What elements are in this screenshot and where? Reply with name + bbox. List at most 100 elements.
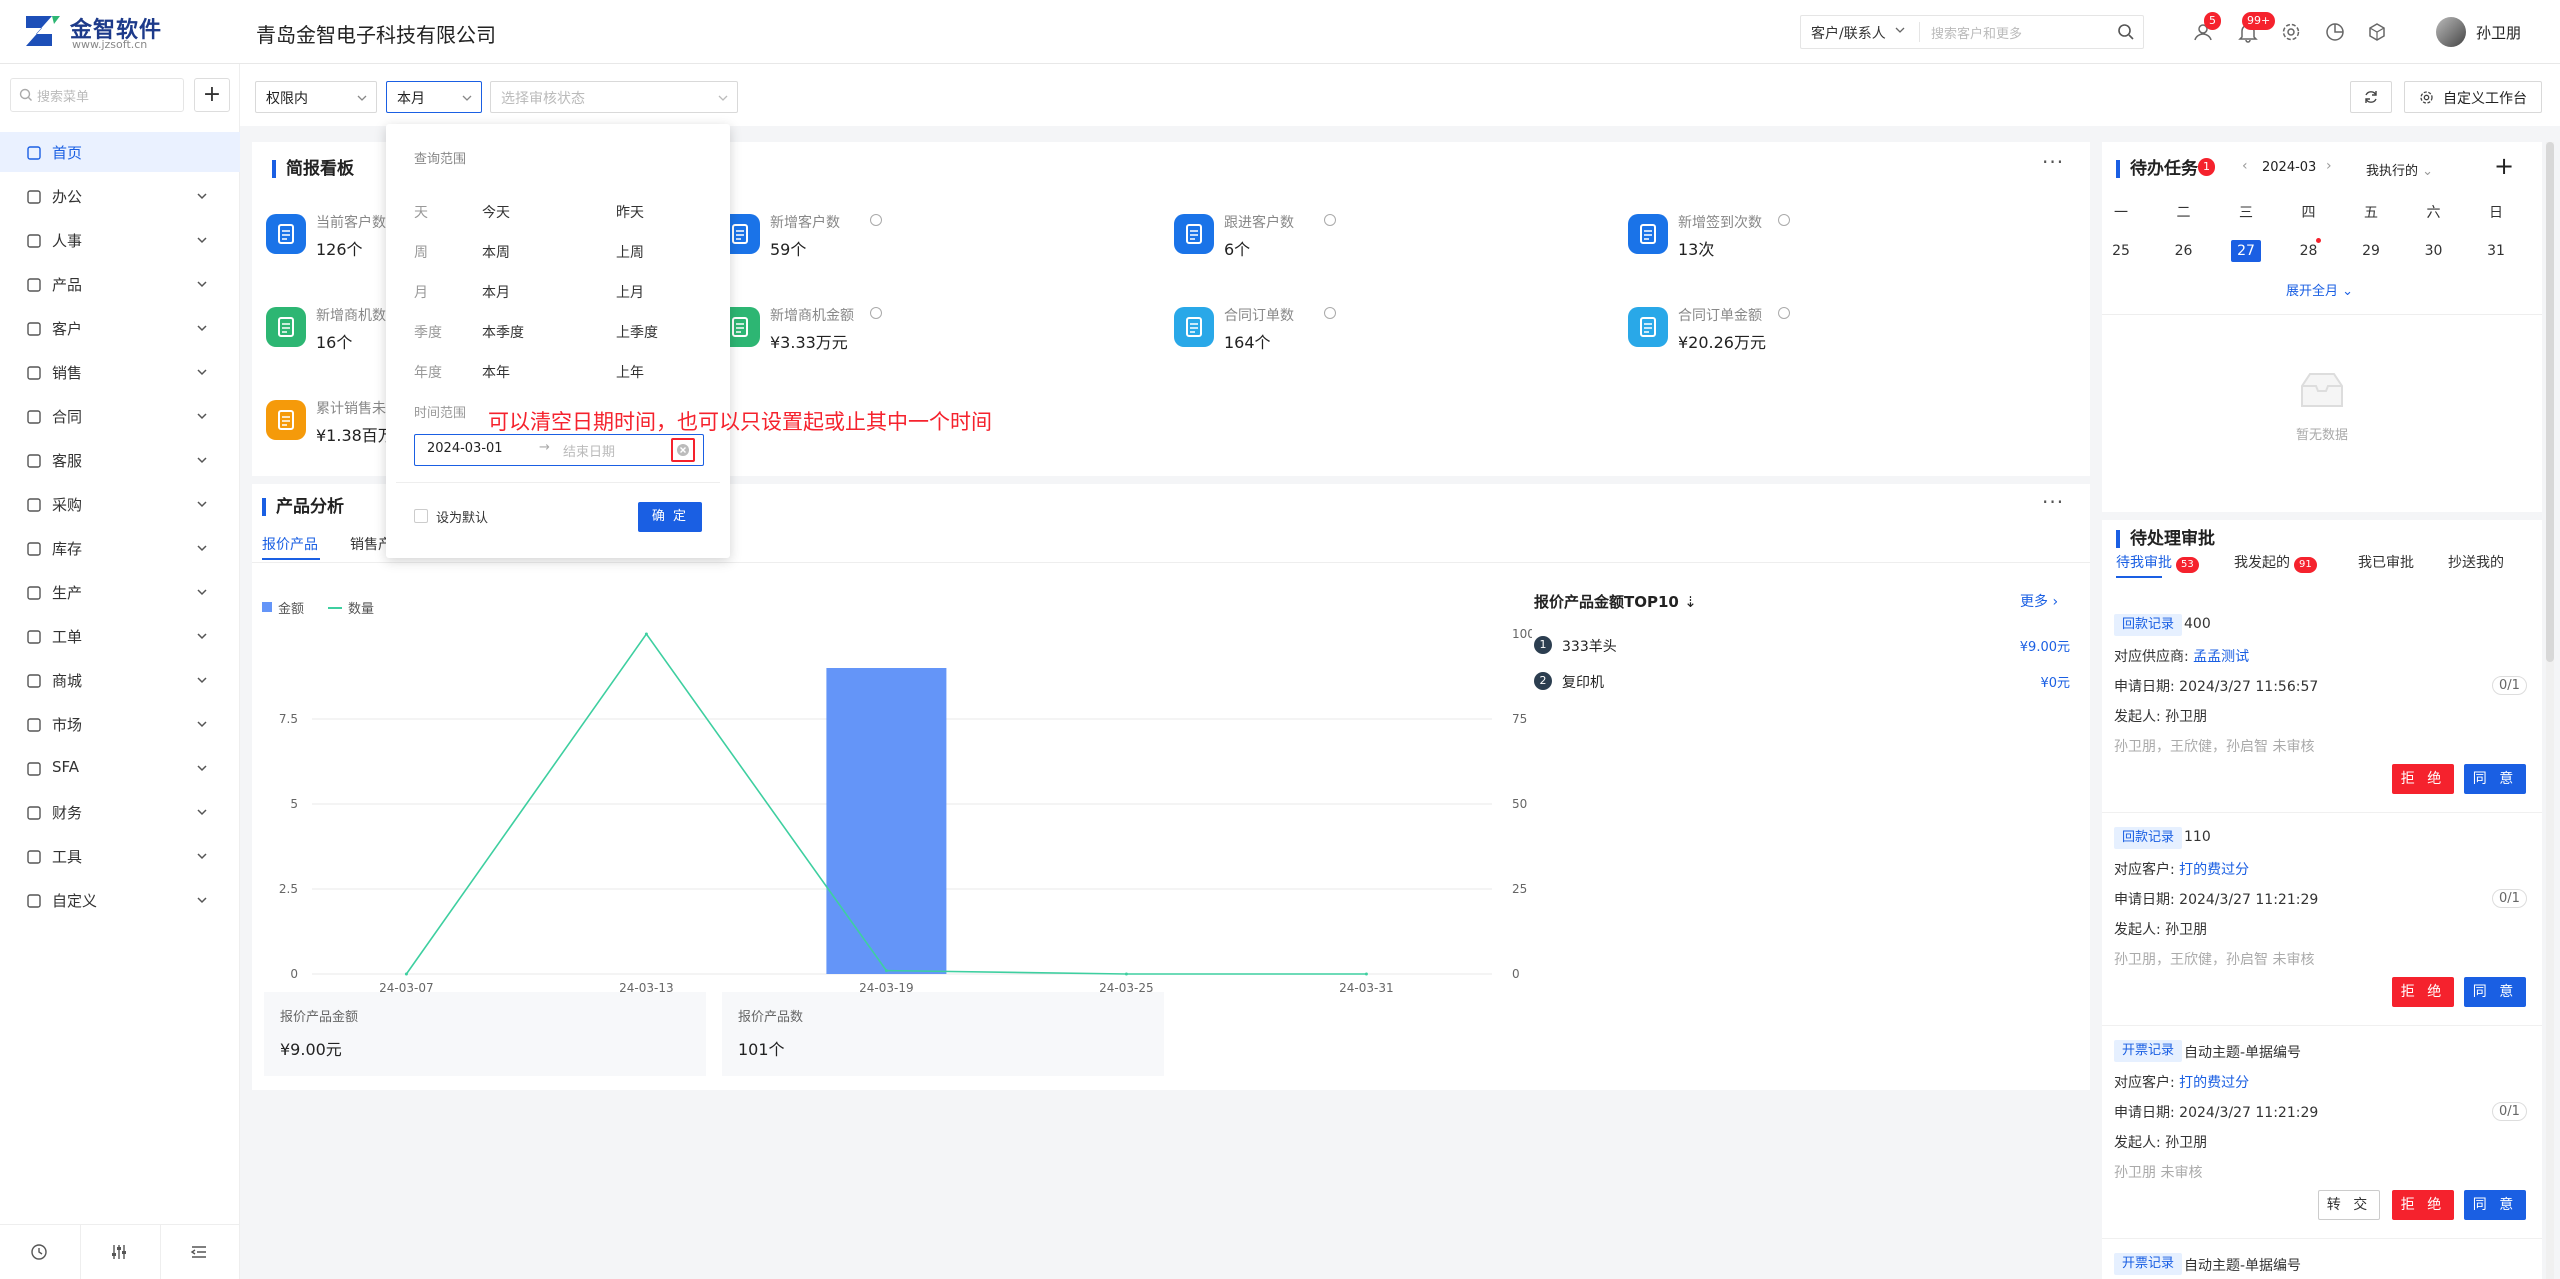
sidebar-item-6[interactable]: 合同 xyxy=(0,396,240,436)
range-option-previous[interactable]: 上月 xyxy=(616,285,644,301)
range-option-current[interactable]: 本周 xyxy=(482,245,510,261)
range-option-previous[interactable]: 上周 xyxy=(616,245,644,261)
approval-title[interactable]: 自动主题-单据编号 xyxy=(2184,1258,2302,1274)
search-icon[interactable] xyxy=(2117,23,2135,41)
search-input[interactable]: 搜索客户和更多 xyxy=(1931,27,2023,42)
info-icon[interactable] xyxy=(1324,214,1336,226)
sidebar-item-4[interactable]: 客户 xyxy=(0,308,240,348)
approval-title[interactable]: 400 xyxy=(2184,616,2211,632)
sidebar-item-8[interactable]: 采购 xyxy=(0,484,240,524)
sidebar-item-5[interactable]: 销售 xyxy=(0,352,240,392)
approval-title[interactable]: 自动主题-单据编号 xyxy=(2184,1045,2302,1061)
default-checkbox[interactable] xyxy=(414,509,428,523)
sidebar-item-10[interactable]: 生产 xyxy=(0,572,240,612)
sidebar-item-9[interactable]: 库存 xyxy=(0,528,240,568)
range-option-current[interactable]: 本季度 xyxy=(482,325,524,341)
approval-tab-2[interactable]: 我已审批 xyxy=(2358,555,2414,571)
info-icon[interactable] xyxy=(1778,214,1790,226)
sidebar-item-17[interactable]: 自定义 xyxy=(0,880,240,920)
avatar[interactable] xyxy=(2436,17,2466,47)
sidebar-item-0[interactable]: 首页 xyxy=(0,132,240,172)
logo-icon[interactable] xyxy=(22,10,64,52)
top-item-name[interactable]: 333羊头 xyxy=(1562,639,1617,655)
start-date[interactable]: 2024-03-01 xyxy=(427,441,503,456)
calendar-day[interactable]: 30 xyxy=(2424,243,2443,259)
sidebar-item-12[interactable]: 商城 xyxy=(0,660,240,700)
collapse-menu-icon[interactable] xyxy=(190,1243,208,1261)
custom-workbench-button[interactable]: 自定义工作台 xyxy=(2404,81,2542,113)
cube-icon[interactable] xyxy=(2366,21,2388,43)
add-menu-button[interactable]: + xyxy=(194,78,230,112)
end-date[interactable]: 结束日期 xyxy=(563,445,616,460)
range-option-current[interactable]: 本年 xyxy=(482,365,510,381)
kpi-label: 跟进客户数 xyxy=(1224,215,1294,231)
reject-button[interactable]: 拒 绝 xyxy=(2392,764,2454,794)
audit-status-select[interactable]: 选择审核状态 xyxy=(490,81,738,113)
sliders-icon[interactable] xyxy=(110,1243,128,1261)
legend-qty[interactable]: 数量 xyxy=(348,602,375,617)
prev-month-icon[interactable]: ‹ xyxy=(2242,158,2248,174)
gear-icon[interactable] xyxy=(2280,21,2302,43)
menu-search-input[interactable]: 搜索菜单 xyxy=(10,78,184,112)
expand-month-link[interactable]: 展开全月 ⌄ xyxy=(2286,284,2354,299)
range-option-previous[interactable]: 昨天 xyxy=(616,205,644,221)
more-link[interactable]: 更多 › xyxy=(2020,594,2059,610)
sidebar-item-2[interactable]: 人事 xyxy=(0,220,240,260)
scope-select[interactable]: 权限内 xyxy=(255,81,377,113)
month-label[interactable]: 2024-03 xyxy=(2262,160,2317,175)
theme-icon[interactable] xyxy=(2324,21,2346,43)
approval-tab-1[interactable]: 我发起的 91 xyxy=(2234,552,2317,573)
agree-button[interactable]: 同 意 xyxy=(2464,977,2526,1007)
range-option-current[interactable]: 今天 xyxy=(482,205,510,221)
more-icon[interactable]: ··· xyxy=(2042,490,2065,514)
scrollbar[interactable] xyxy=(2546,142,2554,1279)
range-option-previous[interactable]: 上季度 xyxy=(616,325,658,341)
calendar-day[interactable]: 25 xyxy=(2112,243,2130,259)
sidebar-item-14[interactable]: SFA xyxy=(0,748,240,788)
period-select[interactable]: 本月 xyxy=(386,81,482,113)
top-item-name[interactable]: 复印机 xyxy=(1562,675,1604,691)
sidebar-item-15[interactable]: 财务 xyxy=(0,792,240,832)
sidebar-item-1[interactable]: 办公 xyxy=(0,176,240,216)
tab-quote-products[interactable]: 报价产品 xyxy=(262,537,318,553)
sidebar-item-13[interactable]: 市场 xyxy=(0,704,240,744)
contacts-icon[interactable] xyxy=(2192,21,2214,43)
info-icon[interactable] xyxy=(870,214,882,226)
info-icon[interactable] xyxy=(1324,307,1336,319)
more-icon[interactable]: ··· xyxy=(2042,150,2065,174)
sidebar-item-11[interactable]: 工单 xyxy=(0,616,240,656)
approval-tab-0[interactable]: 待我审批 53 xyxy=(2116,552,2199,573)
calendar-day[interactable]: 27 xyxy=(2231,240,2261,262)
agree-button[interactable]: 同 意 xyxy=(2464,764,2526,794)
confirm-button[interactable]: 确 定 xyxy=(638,502,702,532)
refresh-button[interactable] xyxy=(2350,81,2392,113)
calendar-day[interactable]: 31 xyxy=(2487,243,2505,259)
calendar-day[interactable]: 28 xyxy=(2299,243,2318,259)
info-icon[interactable] xyxy=(1778,307,1790,319)
reject-button[interactable]: 拒 绝 xyxy=(2392,977,2454,1007)
reject-button[interactable]: 拒 绝 xyxy=(2392,1190,2454,1220)
approval-title[interactable]: 110 xyxy=(2184,829,2211,845)
history-icon[interactable] xyxy=(30,1243,48,1261)
legend-amount[interactable]: 金额 xyxy=(278,602,305,617)
agree-button[interactable]: 同 意 xyxy=(2464,1190,2526,1220)
info-icon[interactable] xyxy=(870,307,882,319)
task-filter-select[interactable]: 我执行的 ⌄ xyxy=(2366,164,2434,179)
calendar-day[interactable]: 29 xyxy=(2362,243,2380,259)
clear-date-button[interactable] xyxy=(671,438,695,462)
sidebar-item-16[interactable]: 工具 xyxy=(0,836,240,876)
tab-sales-products[interactable]: 销售产 xyxy=(350,537,392,553)
range-option-current[interactable]: 本月 xyxy=(482,285,510,301)
default-label[interactable]: 设为默认 xyxy=(436,511,489,526)
calendar-day[interactable]: 26 xyxy=(2174,243,2193,259)
sidebar-item-7[interactable]: 客服 xyxy=(0,440,240,480)
user-name[interactable]: 孙卫朋 xyxy=(2476,24,2522,42)
transfer-button[interactable]: 转 交 xyxy=(2318,1190,2380,1220)
next-month-icon[interactable]: › xyxy=(2326,158,2332,174)
add-task-button[interactable]: + xyxy=(2494,152,2515,180)
range-option-previous[interactable]: 上年 xyxy=(616,365,644,381)
search-type-select[interactable]: 客户/联系人 xyxy=(1811,26,1886,42)
approval-tab-3[interactable]: 抄送我的 xyxy=(2448,555,2504,571)
sidebar-item-3[interactable]: 产品 xyxy=(0,264,240,304)
date-range-input[interactable]: 2024-03-01 → 结束日期 xyxy=(414,434,704,466)
